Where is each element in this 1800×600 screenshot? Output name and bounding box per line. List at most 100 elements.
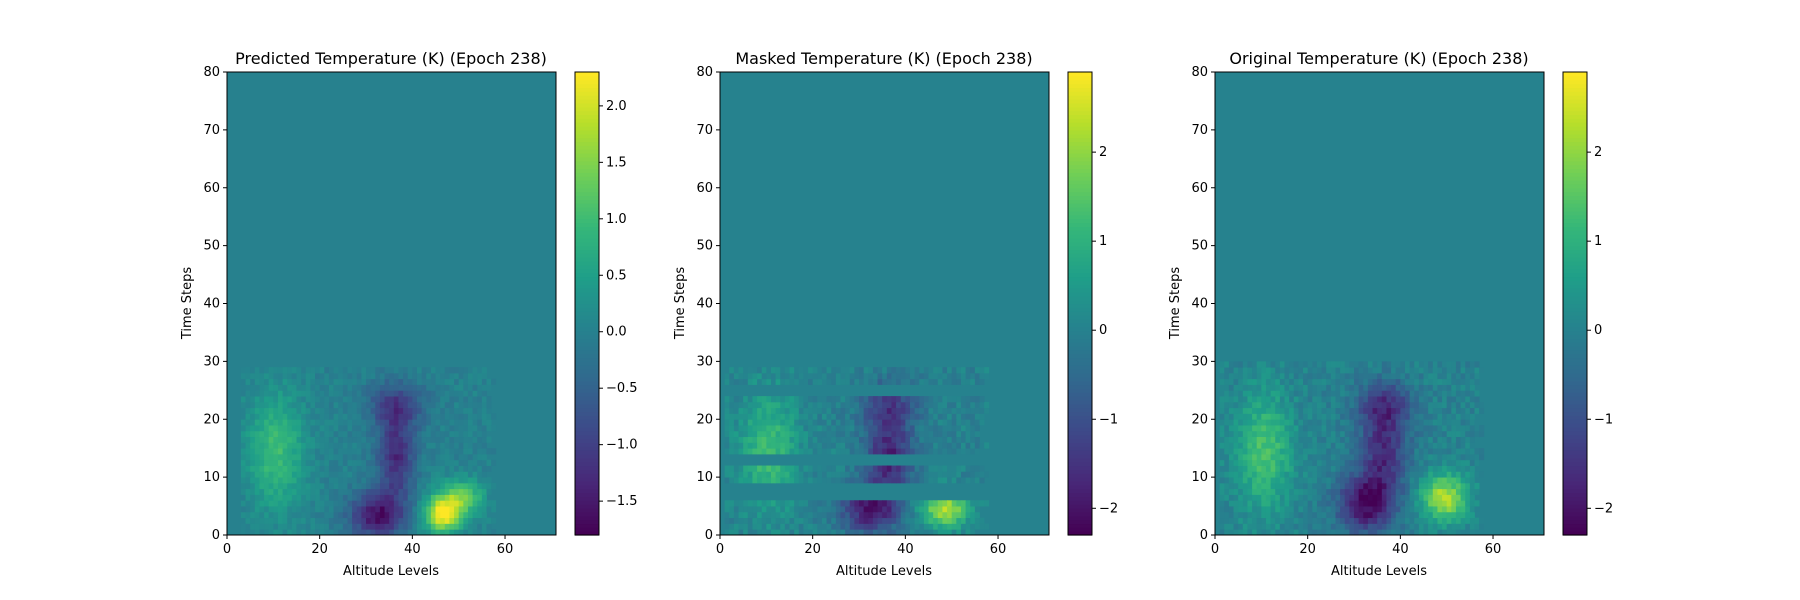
- heatmap-cell: [250, 471, 256, 478]
- heatmap-cell: [1289, 436, 1295, 443]
- heatmap-cell: [361, 413, 367, 420]
- heatmap-cell: [1372, 448, 1378, 455]
- heatmap-cell: [421, 413, 427, 420]
- colorbar-band: [575, 299, 599, 305]
- heatmap-cell: [747, 523, 753, 530]
- colorbar-tick-label: 2: [1594, 145, 1602, 160]
- heatmap-cell: [310, 436, 316, 443]
- heatmap-cell: [268, 482, 274, 490]
- heatmap-cell: [947, 425, 953, 432]
- heatmap-cell: [245, 436, 251, 443]
- heatmap-cell: [942, 477, 948, 484]
- colorbar-band: [1563, 527, 1587, 532]
- heatmap-cell: [375, 523, 381, 530]
- heatmap-cell: [933, 471, 939, 478]
- heatmap-cell: [305, 488, 311, 495]
- heatmap-cell: [421, 488, 427, 495]
- heatmap-cell: [310, 488, 316, 495]
- heatmap-cell: [965, 378, 971, 385]
- colorbar-band: [575, 484, 599, 490]
- heatmap-cell: [1289, 494, 1295, 501]
- heatmap-cell: [752, 511, 758, 519]
- heatmap-cell: [863, 529, 869, 536]
- heatmap-cell: [481, 436, 487, 443]
- colorbar-band: [1068, 156, 1092, 162]
- heatmap-cell: [733, 529, 739, 536]
- heatmap-cell: [835, 517, 841, 524]
- heatmap-cell: [951, 401, 957, 409]
- colorbar-band: [575, 102, 599, 108]
- heatmap-cell: [1414, 390, 1420, 397]
- heatmap-cell: [974, 436, 980, 443]
- heatmap-cell: [974, 471, 980, 478]
- heatmap-cell: [477, 453, 483, 461]
- colorbar-band: [575, 272, 599, 278]
- heatmap-cell: [733, 523, 739, 530]
- heatmap-cell: [812, 401, 818, 409]
- heatmap-cell: [775, 419, 781, 426]
- heatmap-cell: [273, 390, 279, 397]
- heatmap-cell: [794, 401, 800, 409]
- heatmap-cell: [291, 425, 297, 432]
- heatmap-cell: [784, 407, 790, 414]
- heatmap-cell: [1261, 471, 1267, 478]
- heatmap-cell: [733, 367, 739, 374]
- heatmap-cell: [440, 378, 446, 385]
- colorbar-band: [1563, 110, 1587, 116]
- heatmap-cell: [1312, 390, 1318, 397]
- heatmap-cell: [1372, 436, 1378, 443]
- heatmap-cell: [1312, 378, 1318, 385]
- heatmap-cell: [1358, 390, 1364, 397]
- heatmap-cell: [477, 459, 483, 466]
- heatmap-cell: [1409, 436, 1415, 443]
- heatmap-cell: [1330, 453, 1336, 461]
- heatmap-cell: [412, 419, 418, 426]
- colorbar-band: [1068, 345, 1092, 351]
- heatmap-cell: [1455, 477, 1461, 484]
- heatmap-cell: [1330, 442, 1336, 449]
- heatmap-cell: [859, 413, 865, 420]
- heatmap-cell: [766, 477, 772, 484]
- heatmap-cell: [282, 482, 288, 490]
- heatmap-cell: [956, 378, 962, 385]
- heatmap-cell: [798, 430, 804, 438]
- heatmap-cell: [1298, 477, 1304, 484]
- colorbar-band: [1563, 234, 1587, 239]
- heatmap-cell: [808, 367, 814, 374]
- heatmap-cell: [1303, 471, 1309, 478]
- heatmap-cell: [379, 494, 385, 501]
- heatmap-cell: [379, 529, 385, 536]
- colorbar-band: [1563, 411, 1587, 416]
- heatmap-cell: [780, 430, 786, 438]
- heatmap-cell: [356, 511, 362, 519]
- heatmap-cell: [333, 390, 339, 397]
- heatmap-cell: [412, 523, 418, 530]
- heatmap-cell: [923, 506, 929, 513]
- colorbar-band: [575, 461, 599, 467]
- heatmap-cell: [259, 384, 265, 391]
- heatmap-cell: [900, 430, 906, 438]
- heatmap-cell: [1335, 506, 1341, 513]
- heatmap-cell: [1367, 506, 1373, 513]
- heatmap-cell: [1423, 511, 1429, 519]
- heatmap-cell: [463, 419, 469, 426]
- heatmap-cell: [859, 401, 865, 409]
- heatmap-cell: [407, 517, 413, 524]
- colorbar-band: [575, 523, 599, 528]
- heatmap-cell: [1238, 436, 1244, 443]
- heatmap-cell: [416, 459, 423, 466]
- heatmap-cell: [1465, 425, 1471, 432]
- heatmap-cell: [315, 448, 321, 455]
- heatmap-cell: [338, 442, 344, 449]
- heatmap-cell: [835, 448, 841, 455]
- heatmap-cell: [1386, 401, 1392, 409]
- heatmap-cell: [277, 448, 283, 455]
- colorbar-band: [1068, 72, 1092, 77]
- heatmap-cell: [947, 396, 953, 403]
- heatmap-cell: [305, 401, 311, 409]
- heatmap-cell: [1335, 425, 1341, 432]
- heatmap-cell: [729, 511, 735, 519]
- heatmap-cell: [277, 436, 283, 443]
- heatmap-cell: [291, 407, 297, 414]
- heatmap-cell: [1247, 430, 1253, 438]
